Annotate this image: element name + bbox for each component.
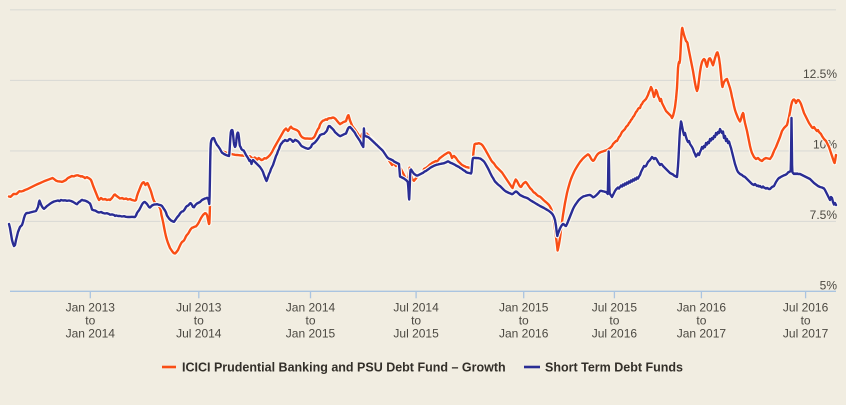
svg-text:Jan 2015: Jan 2015 bbox=[286, 327, 336, 341]
svg-text:Short Term Debt Funds: Short Term Debt Funds bbox=[545, 361, 683, 375]
svg-text:Jul 2016: Jul 2016 bbox=[783, 301, 829, 315]
svg-text:Jul 2016: Jul 2016 bbox=[592, 327, 638, 341]
svg-text:to: to bbox=[609, 314, 619, 328]
svg-text:Jul 2015: Jul 2015 bbox=[393, 327, 439, 341]
svg-text:Jan 2016: Jan 2016 bbox=[677, 301, 727, 315]
svg-text:Jan 2014: Jan 2014 bbox=[286, 301, 336, 315]
svg-text:Jul 2013: Jul 2013 bbox=[176, 301, 222, 315]
svg-text:to: to bbox=[801, 314, 811, 328]
svg-text:Jan 2014: Jan 2014 bbox=[66, 327, 116, 341]
svg-text:Jan 2015: Jan 2015 bbox=[499, 301, 549, 315]
svg-text:Jan 2017: Jan 2017 bbox=[677, 327, 727, 341]
svg-text:to: to bbox=[194, 314, 204, 328]
svg-text:Jan 2016: Jan 2016 bbox=[499, 327, 549, 341]
svg-text:to: to bbox=[696, 314, 706, 328]
svg-text:7.5%: 7.5% bbox=[810, 208, 838, 222]
svg-text:Jul 2017: Jul 2017 bbox=[783, 327, 829, 341]
svg-text:Jul 2014: Jul 2014 bbox=[393, 301, 439, 315]
svg-text:5%: 5% bbox=[820, 278, 838, 292]
svg-text:Jul 2015: Jul 2015 bbox=[592, 301, 638, 315]
svg-text:to: to bbox=[519, 314, 529, 328]
svg-text:ICICI Prudential Banking and P: ICICI Prudential Banking and PSU Debt Fu… bbox=[182, 361, 506, 375]
svg-text:to: to bbox=[305, 314, 315, 328]
svg-text:to: to bbox=[411, 314, 421, 328]
svg-text:12.5%: 12.5% bbox=[803, 67, 837, 81]
svg-text:Jul 2014: Jul 2014 bbox=[176, 327, 222, 341]
svg-text:Jan 2013: Jan 2013 bbox=[66, 301, 116, 315]
svg-text:to: to bbox=[85, 314, 95, 328]
